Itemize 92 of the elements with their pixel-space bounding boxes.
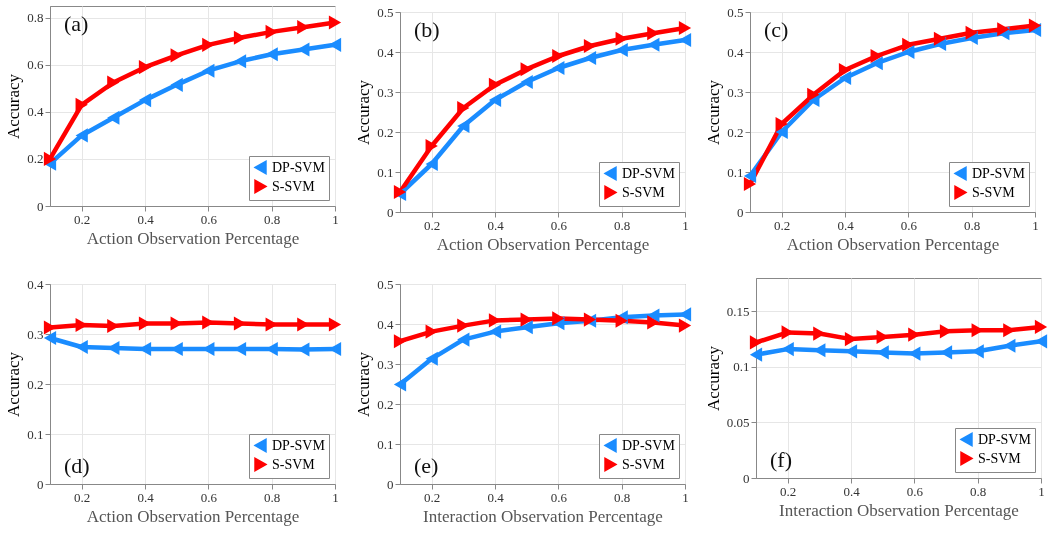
y-tick-label: 0.1 bbox=[733, 359, 750, 375]
x-axis-title: Action Observation Percentage bbox=[86, 506, 300, 526]
y-tick-label: 0.5 bbox=[377, 4, 394, 20]
x-tick-label: 1 bbox=[682, 217, 689, 233]
annotation: (f) bbox=[770, 447, 792, 472]
y-tick-label: 0.1 bbox=[27, 426, 44, 442]
x-tick-label: 0.2 bbox=[74, 489, 91, 505]
x-tick-label: 0.6 bbox=[906, 483, 924, 499]
x-tick-label: 0.8 bbox=[614, 489, 631, 505]
legend-label: S-SVM bbox=[622, 184, 666, 200]
x-tick-label: 0.8 bbox=[614, 217, 631, 233]
y-tick-label: 0.1 bbox=[377, 164, 394, 180]
legend-label: DP-SVM bbox=[272, 437, 326, 453]
y-axis-title: Accuracy bbox=[703, 345, 723, 412]
y-tick-label: 0.2 bbox=[27, 151, 44, 167]
x-tick-label: 0.2 bbox=[774, 217, 791, 233]
x-tick-label: 1 bbox=[1038, 483, 1045, 499]
x-axis-title: Interaction Observation Percentage bbox=[423, 506, 663, 526]
x-tick-label: 0.6 bbox=[900, 217, 918, 233]
x-tick-label: 0.2 bbox=[74, 211, 91, 227]
y-tick-label: 0.3 bbox=[727, 84, 744, 100]
x-tick-label: 0.4 bbox=[137, 211, 155, 227]
x-axis-title: Action Observation Percentage bbox=[86, 228, 300, 248]
y-tick-label: 0.3 bbox=[377, 84, 394, 100]
x-tick-label: 1 bbox=[682, 489, 689, 505]
x-tick-label: 0.4 bbox=[837, 217, 855, 233]
y-tick-label: 0 bbox=[37, 198, 44, 214]
y-tick-label: 0.5 bbox=[377, 276, 394, 292]
y-tick-label: 0.6 bbox=[27, 57, 44, 73]
y-tick-label: 0.2 bbox=[377, 124, 394, 140]
x-tick-label: 0.6 bbox=[550, 489, 568, 505]
x-axis-title: Interaction Observation Percentage bbox=[779, 500, 1019, 520]
y-tick-label: 0 bbox=[37, 476, 44, 492]
y-tick-label: 0.1 bbox=[377, 436, 394, 452]
legend-label: DP-SVM bbox=[972, 165, 1026, 181]
x-axis-title: Action Observation Percentage bbox=[786, 234, 1000, 254]
y-tick-label: 0.4 bbox=[27, 276, 44, 292]
x-tick-label: 0.6 bbox=[550, 217, 568, 233]
y-tick-label: 0.1 bbox=[727, 164, 744, 180]
legend-label: S-SVM bbox=[272, 178, 316, 194]
x-tick-label: 0.4 bbox=[843, 483, 861, 499]
legend-label: DP-SVM bbox=[978, 431, 1032, 447]
y-tick-label: 0.8 bbox=[27, 10, 44, 26]
y-axis-title: Accuracy bbox=[4, 351, 24, 418]
x-tick-label: 0.6 bbox=[200, 489, 218, 505]
x-tick-label: 0.4 bbox=[137, 489, 155, 505]
annotation: (a) bbox=[64, 11, 89, 36]
annotation: (c) bbox=[764, 17, 789, 42]
legend-label: S-SVM bbox=[622, 456, 666, 472]
y-tick-label: 0 bbox=[387, 204, 394, 220]
x-tick-label: 1 bbox=[1032, 217, 1039, 233]
x-tick-label: 1 bbox=[332, 489, 339, 505]
x-tick-label: 1 bbox=[332, 211, 339, 227]
legend-label: S-SVM bbox=[978, 450, 1022, 466]
x-tick-label: 0.8 bbox=[964, 217, 981, 233]
y-tick-label: 0.2 bbox=[377, 396, 394, 412]
x-tick-label: 0.4 bbox=[487, 489, 505, 505]
x-tick-label: 0.8 bbox=[970, 483, 987, 499]
annotation: (d) bbox=[64, 453, 90, 478]
y-tick-label: 0.2 bbox=[727, 124, 744, 140]
legend-label: S-SVM bbox=[272, 456, 316, 472]
x-tick-label: 0.2 bbox=[424, 489, 441, 505]
y-tick-label: 0.3 bbox=[27, 326, 44, 342]
y-tick-label: 0.05 bbox=[726, 414, 750, 430]
x-tick-label: 0.2 bbox=[780, 483, 797, 499]
y-tick-label: 0.4 bbox=[27, 104, 44, 120]
x-tick-label: 0.8 bbox=[264, 211, 281, 227]
y-tick-label: 0.4 bbox=[727, 44, 744, 60]
y-tick-label: 0 bbox=[743, 470, 750, 486]
y-axis-title: Accuracy bbox=[354, 79, 374, 146]
y-axis-title: Accuracy bbox=[354, 351, 374, 418]
x-tick-label: 0.6 bbox=[200, 211, 218, 227]
x-axis-title: Action Observation Percentage bbox=[436, 234, 650, 254]
y-tick-label: 0.3 bbox=[377, 356, 394, 372]
y-tick-label: 0 bbox=[737, 204, 744, 220]
y-tick-label: 0.2 bbox=[27, 376, 44, 392]
x-tick-label: 0.4 bbox=[487, 217, 505, 233]
y-tick-label: 0.5 bbox=[727, 4, 744, 20]
x-tick-label: 0.2 bbox=[424, 217, 441, 233]
legend-label: DP-SVM bbox=[272, 159, 326, 175]
y-axis-title: Accuracy bbox=[4, 73, 24, 140]
y-tick-label: 0 bbox=[387, 476, 394, 492]
y-tick-label: 0.4 bbox=[377, 316, 394, 332]
y-tick-label: 0.15 bbox=[726, 303, 750, 319]
x-tick-label: 0.8 bbox=[264, 489, 281, 505]
legend-label: DP-SVM bbox=[622, 165, 676, 181]
y-tick-label: 0.4 bbox=[377, 44, 394, 60]
y-axis-title: Accuracy bbox=[704, 79, 724, 146]
legend-label: DP-SVM bbox=[622, 437, 676, 453]
annotation: (e) bbox=[414, 453, 439, 478]
annotation: (b) bbox=[414, 17, 440, 42]
legend-label: S-SVM bbox=[972, 184, 1016, 200]
